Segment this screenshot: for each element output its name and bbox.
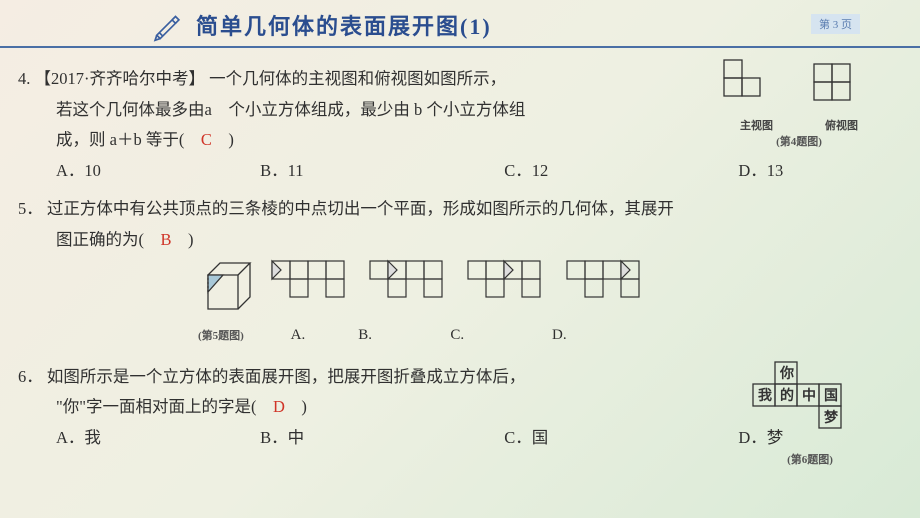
q6-answer: D: [273, 397, 285, 416]
q4-line3end: ): [212, 130, 234, 149]
q6-net-icon: 你 我 的 中 国 梦: [745, 358, 875, 448]
q4-choice-a: A．10: [56, 156, 256, 187]
q6-figure: 你 我 的 中 国 梦 (第6题图): [740, 358, 880, 467]
q4-figure: 主视图 俯视图 (第4题图): [714, 54, 884, 149]
svg-text:国: 国: [824, 388, 838, 404]
q5-fig-caption: (第5题图): [198, 330, 244, 342]
q5-answer: B: [161, 230, 172, 249]
svg-text:梦: 梦: [824, 409, 839, 426]
question-5: 5． 过正方体中有公共顶点的三条棱的中点切出一个平面，形成如图所示的几何体，其展…: [18, 194, 884, 350]
q5-net-c-icon: [464, 257, 558, 319]
q5-net-b-icon: [366, 257, 460, 319]
q4-number: 4.: [18, 69, 30, 88]
q5-figure-row: (第5题图) A. B. C. D.: [18, 257, 884, 350]
q4-choices: A．10 B．11 C．12 D．13: [18, 156, 884, 187]
q6-number: 6．: [18, 367, 43, 386]
q4-line3: 成，则 a＋b 等于(: [56, 130, 201, 149]
q6-fig-caption: (第6题图): [740, 451, 880, 467]
q5-line2end: ): [172, 230, 194, 249]
q5-opt-b: B.: [326, 322, 404, 350]
q4-prefix: 【2017·齐齐哈尔中考】: [35, 69, 206, 88]
q4-views-icon: [714, 54, 884, 114]
svg-text:我: 我: [758, 388, 772, 404]
q4-fig-caption: (第4题图): [714, 133, 884, 149]
pencil-icon: [150, 8, 184, 42]
q5-net-d-icon: [563, 257, 657, 319]
q4-answer: C: [201, 130, 212, 149]
q6-line2: "你"字一面相对面上的字是(: [56, 397, 273, 416]
q4-fig-left-label: 主视图: [740, 117, 773, 133]
svg-text:你: 你: [779, 365, 794, 382]
q6-choice-c: C．国: [504, 423, 734, 454]
page-title: 简单几何体的表面展开图(1): [196, 9, 492, 41]
q5-net-a-icon: [268, 257, 362, 319]
q6-choice-a: A．我: [56, 423, 256, 454]
q5-line1: 过正方体中有公共顶点的三条棱的中点切出一个平面，形成如图所示的几何体，其展开: [47, 199, 674, 218]
q5-number: 5．: [18, 199, 43, 218]
q5-opt-d: D.: [510, 322, 608, 350]
q4-line2: 若这个几何体最多由a 个小立方体组成，最少由 b 个小立方体组: [56, 100, 525, 119]
q5-opt-c: C.: [408, 322, 506, 350]
svg-text:中: 中: [802, 387, 816, 404]
q4-choice-d: D．13: [738, 156, 783, 187]
q5-opt-a: A.: [274, 322, 322, 350]
q4-choice-b: B．11: [260, 156, 500, 187]
q5-line2: 图正确的为(: [56, 230, 161, 249]
q4-fig-right-label: 俯视图: [825, 117, 858, 133]
page-header: 简单几何体的表面展开图(1) 第 3 页: [0, 0, 920, 48]
q6-line1: 如图所示是一个立方体的表面展开图，把展开图折叠成立方体后，: [47, 367, 526, 386]
q4-choice-c: C．12: [504, 156, 734, 187]
q5-cube-icon: [198, 257, 264, 319]
svg-text:的: 的: [780, 387, 794, 404]
page-number-tag: 第 3 页: [811, 14, 860, 34]
q6-line2end: ): [285, 397, 307, 416]
q6-choice-b: B．中: [260, 423, 500, 454]
q4-line1: 一个几何体的主视图和俯视图如图所示，: [209, 69, 506, 88]
